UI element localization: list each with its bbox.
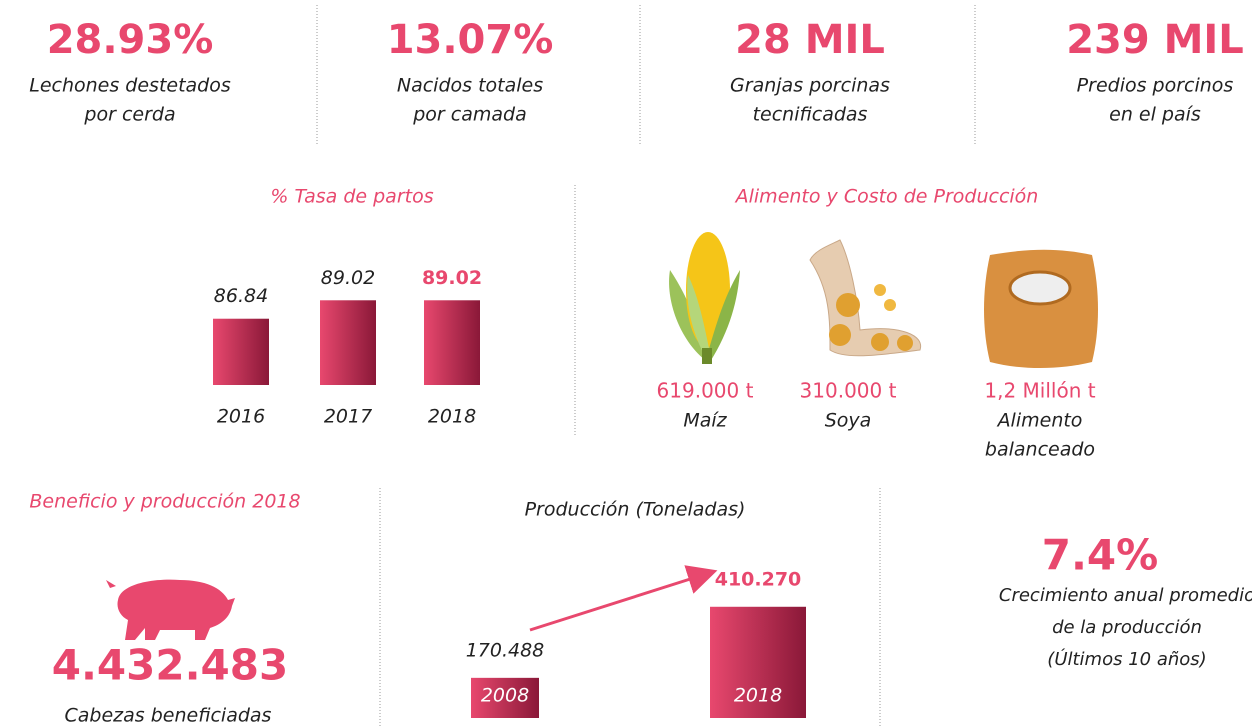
stat-label: Predios porcinos	[1077, 75, 1234, 97]
value-label: 410.270	[715, 568, 802, 590]
stat-label: Cabezas beneficiadas	[65, 705, 272, 727]
item-name: Soya	[825, 410, 872, 432]
item-amount: 310.000 t	[800, 379, 897, 403]
bar	[424, 300, 480, 385]
bag-icon	[984, 250, 1098, 368]
section-title: Alimento y Costo de Producción	[734, 186, 1039, 208]
corn-icon	[669, 232, 740, 364]
stat-label: Crecimiento anual promedio	[999, 585, 1252, 606]
stat-value: 28 MIL	[735, 17, 885, 63]
x-tick-label: 2008	[481, 685, 529, 707]
bar	[213, 319, 269, 385]
value-label: 89.02	[422, 267, 482, 289]
stat-value: 4.432.483	[52, 641, 288, 690]
item-amount: 1,2 Millón t	[984, 379, 1095, 403]
soy-icon	[810, 240, 921, 356]
stat-label: por cerda	[83, 104, 175, 126]
item-name: Alimento	[996, 410, 1083, 432]
stat-label: en el país	[1109, 104, 1201, 126]
chart-title: % Tasa de partos	[270, 186, 433, 208]
stat-label: por camada	[412, 104, 526, 126]
section-title: Beneficio y producción 2018	[29, 491, 300, 513]
stat-label: (Últimos 10 años)	[1047, 648, 1206, 670]
value-label: 86.84	[214, 285, 268, 307]
value-label: 170.488	[466, 639, 545, 661]
stat-value: 13.07%	[387, 17, 554, 63]
item-amount: 619.000 t	[657, 379, 754, 403]
infographic: % Tasa de partos Alimento y Costo de Pro…	[0, 0, 1252, 728]
item-name: balanceado	[985, 439, 1095, 461]
stat-value: 239 MIL	[1066, 17, 1244, 63]
stat-value: 7.4%	[1042, 531, 1158, 580]
stat-label: Lechones destetados	[29, 75, 231, 97]
item-name: Maíz	[683, 410, 727, 432]
bar	[320, 300, 376, 385]
x-tick-label: 2018	[734, 685, 782, 707]
stat-label: Granjas porcinas	[730, 75, 890, 97]
x-tick-label: 2017	[324, 406, 372, 428]
growth-arrow	[530, 574, 706, 630]
value-label: 89.02	[321, 267, 375, 289]
stat-label: tecnificadas	[753, 104, 868, 126]
pig-icon	[106, 580, 235, 640]
page: { "stats": [ {"value": "28.93%", "label"…	[0, 0, 1252, 728]
stat-label: Nacidos totales	[397, 75, 543, 97]
stat-value: 28.93%	[47, 17, 214, 63]
chart-title: Producción (Toneladas)	[525, 499, 746, 521]
stat-label: de la producción	[1052, 617, 1202, 638]
x-tick-label: 2018	[428, 406, 476, 428]
x-tick-label: 2016	[217, 406, 265, 428]
